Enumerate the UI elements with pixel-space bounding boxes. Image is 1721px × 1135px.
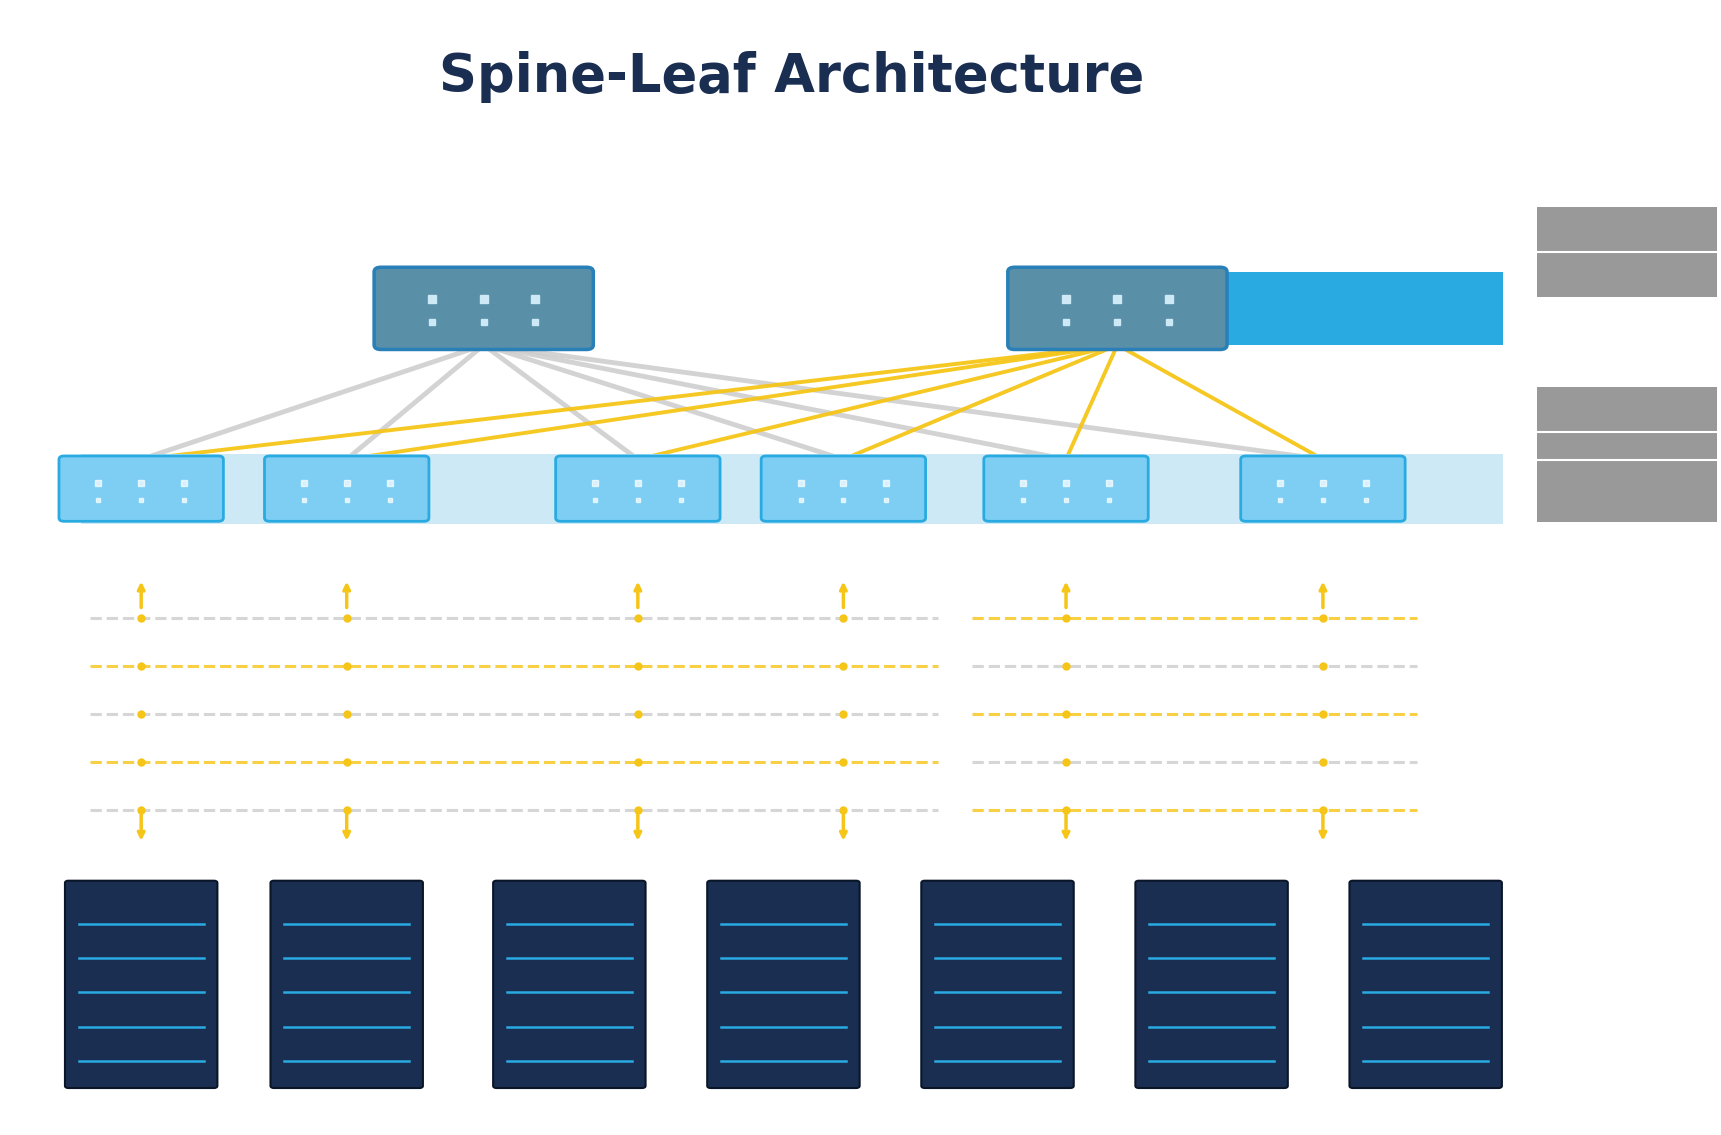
- FancyBboxPatch shape: [1136, 881, 1287, 1088]
- FancyBboxPatch shape: [81, 454, 1502, 523]
- FancyBboxPatch shape: [65, 881, 217, 1088]
- FancyBboxPatch shape: [1537, 387, 1721, 522]
- FancyBboxPatch shape: [1015, 271, 1502, 345]
- FancyBboxPatch shape: [1009, 267, 1227, 350]
- FancyBboxPatch shape: [984, 456, 1148, 521]
- FancyBboxPatch shape: [761, 456, 926, 521]
- FancyBboxPatch shape: [1349, 881, 1502, 1088]
- FancyBboxPatch shape: [270, 881, 423, 1088]
- FancyBboxPatch shape: [1537, 353, 1721, 376]
- FancyBboxPatch shape: [556, 456, 719, 521]
- FancyBboxPatch shape: [265, 456, 429, 521]
- FancyBboxPatch shape: [707, 881, 860, 1088]
- FancyBboxPatch shape: [1537, 207, 1721, 297]
- Text: Spine-Leaf Architecture: Spine-Leaf Architecture: [439, 51, 1144, 103]
- FancyBboxPatch shape: [921, 881, 1074, 1088]
- FancyBboxPatch shape: [1241, 456, 1404, 521]
- FancyBboxPatch shape: [373, 267, 594, 350]
- FancyBboxPatch shape: [59, 456, 224, 521]
- FancyBboxPatch shape: [494, 881, 645, 1088]
